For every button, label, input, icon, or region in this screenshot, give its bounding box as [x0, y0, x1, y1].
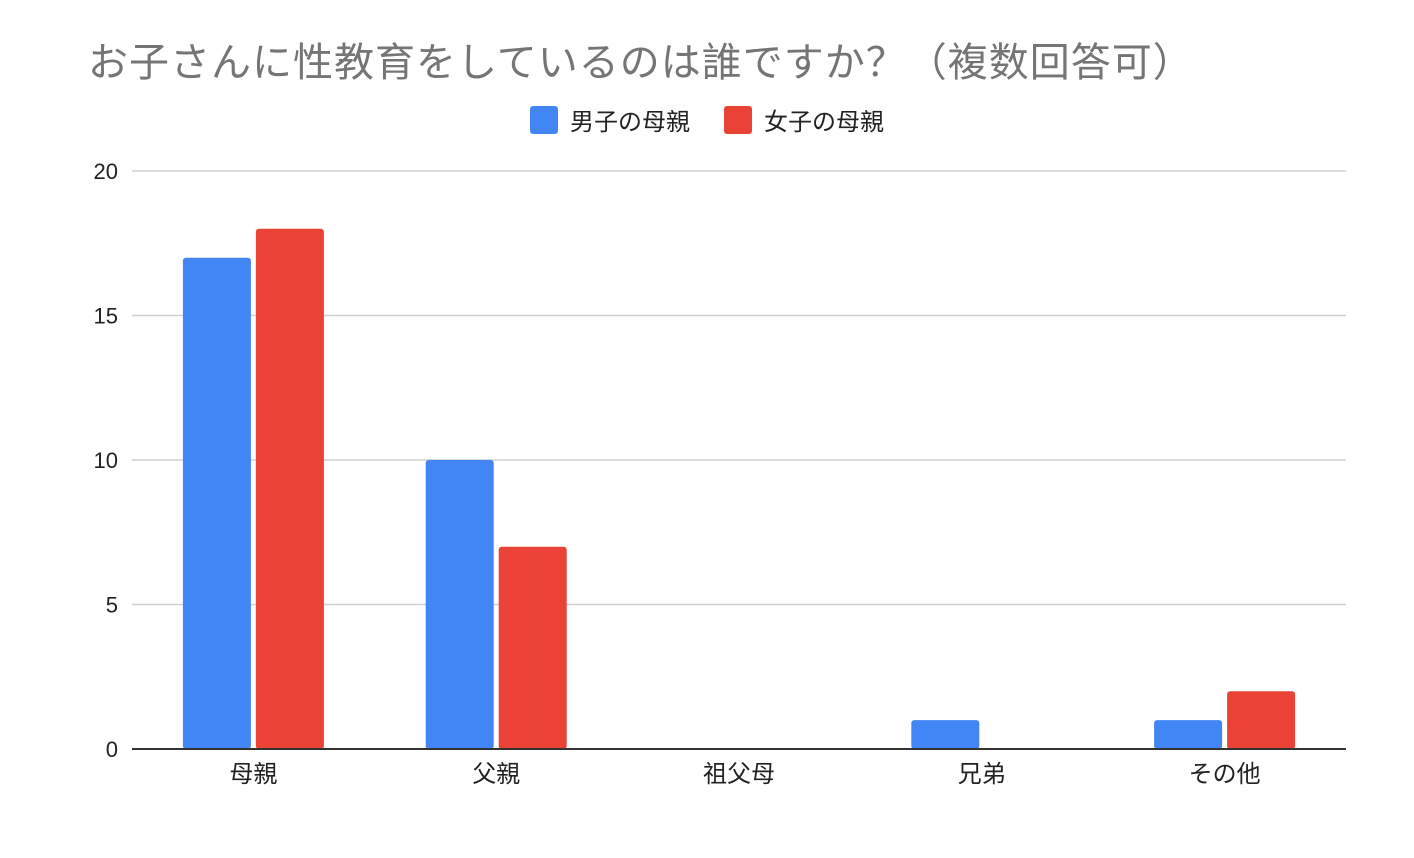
legend-label-series-1: 女子の母親 [764, 108, 884, 136]
x-tick-label: その他 [1189, 760, 1261, 788]
x-tick-label: 兄弟 [958, 760, 1006, 788]
y-tick-label: 0 [106, 737, 118, 762]
bar-その他-series-1 [1227, 691, 1296, 749]
y-tick-label: 20 [94, 159, 118, 184]
bar-父親-series-0 [425, 460, 494, 749]
gridlines [132, 170, 1346, 606]
chart-title: お子さんに性教育をしているのは誰ですか？（複数回答可） [88, 40, 1194, 86]
bar-父親-series-1 [498, 546, 567, 749]
legend-item-series-0: 男子の母親 [530, 102, 690, 137]
x-axis-ticks: 母親 父親 祖父母 兄弟 その他 [229, 760, 1260, 788]
legend-swatch-series-0 [530, 105, 558, 134]
bar-母親-series-1 [255, 228, 324, 750]
y-axis-ticks: 0 5 10 15 20 [94, 159, 118, 762]
legend-swatch-series-1 [724, 105, 752, 134]
legend-item-series-1: 女子の母親 [724, 102, 884, 137]
bars [182, 228, 1296, 750]
x-tick-label: 父親 [472, 760, 520, 788]
x-tick-label: 祖父母 [703, 760, 775, 788]
bar-その他-series-0 [1154, 720, 1223, 749]
legend: 男子の母親 女子の母親 [0, 102, 1414, 137]
y-tick-label: 15 [94, 304, 118, 329]
bar-兄弟-series-0 [911, 720, 980, 749]
bar-母親-series-0 [182, 257, 251, 749]
y-tick-label: 5 [106, 593, 118, 618]
legend-label-series-0: 男子の母親 [570, 108, 690, 136]
y-tick-label: 10 [94, 448, 118, 473]
x-tick-label: 母親 [229, 760, 277, 788]
